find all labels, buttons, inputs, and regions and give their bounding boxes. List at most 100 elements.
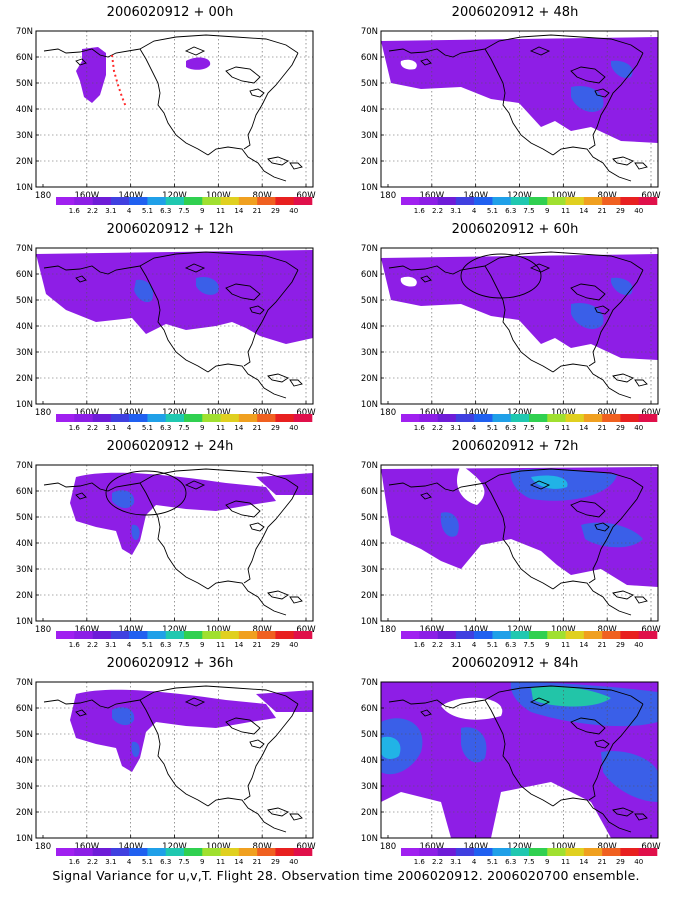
colorbar-label: 21 — [598, 641, 607, 649]
lon-label: 80W — [253, 191, 273, 201]
coastline — [484, 468, 644, 488]
panel-title: 2006020912 + 48h — [451, 5, 579, 20]
colorbar-label: 1.6 — [414, 858, 426, 866]
colorbar-swatch — [529, 197, 548, 205]
map-panel: 2006020912 + 12h 10N 20N 30N 40N 50N 60N 70N 180… — [0, 219, 340, 435]
variance-region — [131, 741, 140, 758]
lon-label: 180 — [380, 625, 396, 635]
colorbar-swatch — [147, 848, 167, 856]
coastline — [43, 699, 141, 709]
lat-label: 20N — [361, 374, 378, 384]
colorbar-swatch — [547, 414, 566, 422]
lon-label: 80W — [253, 625, 273, 635]
coastline — [529, 697, 551, 707]
colorbar-label: 21 — [253, 858, 262, 866]
coastline — [267, 156, 289, 166]
coastline — [249, 522, 265, 532]
colorbar-label: 9 — [545, 641, 549, 649]
colorbar-label: 4 — [472, 207, 477, 215]
lon-label: 160W — [75, 408, 100, 418]
lon-label: 160W — [75, 625, 100, 635]
colorbar-label: 29 — [616, 858, 625, 866]
lat-label: 70N — [16, 678, 33, 688]
lon-label: 100W — [206, 408, 231, 418]
lon-label: 100W — [551, 191, 576, 201]
map-panel: 2006020912 + 48h 10N 20N 30N 40N 50N 60N 70N 180… — [345, 2, 685, 218]
lat-label: 20N — [16, 591, 33, 601]
coastline — [588, 486, 644, 584]
lon-label: 120W — [162, 408, 187, 418]
coastline — [43, 48, 141, 58]
colorbar-label: 29 — [271, 424, 280, 432]
lon-label: 120W — [162, 191, 187, 201]
colorbar-label: 1.6 — [414, 641, 426, 649]
colorbar-label: 5.1 — [142, 207, 153, 215]
colorbar-swatch — [220, 848, 240, 856]
colorbar-label: 40 — [634, 641, 643, 649]
colorbar-swatch — [602, 197, 621, 205]
colorbar-swatch — [56, 414, 75, 422]
panel-title: 2006020912 + 60h — [451, 222, 579, 237]
colorbar-swatch — [56, 631, 75, 639]
map-panel: 2006020912 + 84h 10N 20N 30N 40N 50N 60N 70N 180… — [345, 653, 685, 869]
colorbar-label: 4 — [127, 858, 132, 866]
colorbar-label: 6.3 — [160, 207, 171, 215]
coastline — [484, 34, 644, 54]
coastline — [207, 580, 287, 616]
coastline — [484, 685, 644, 705]
colorbar-swatch — [92, 631, 112, 639]
colorbar-swatch — [547, 197, 566, 205]
colorbar-label: 14 — [234, 207, 243, 215]
colorbar-swatch — [565, 631, 585, 639]
map-panel: 2006020912 + 00h 10N 20N 30N 40N 50N 60N 70N 180… — [0, 2, 340, 218]
lon-label: 80W — [598, 191, 618, 201]
coastline — [634, 813, 648, 821]
colorbar-swatch — [620, 848, 640, 856]
colorbar-swatch — [202, 414, 221, 422]
lon-label: 120W — [507, 408, 532, 418]
panel-title: 2006020912 + 36h — [106, 656, 234, 671]
colorbar-label: 7.5 — [523, 207, 534, 215]
lat-label: 20N — [361, 157, 378, 167]
colorbar-label: 11 — [561, 641, 570, 649]
colorbar-label: 21 — [253, 424, 262, 432]
colorbar-label: 29 — [616, 424, 625, 432]
coastline — [634, 596, 648, 604]
lat-label: 50N — [361, 730, 378, 740]
colorbar-label: 6.3 — [160, 858, 171, 866]
lat-label: 40N — [361, 539, 378, 549]
coastline — [529, 46, 551, 56]
colorbar-swatch — [110, 631, 130, 639]
coastline — [594, 88, 610, 98]
variance-region — [381, 37, 658, 143]
colorbar-swatch — [510, 414, 530, 422]
colorbar-swatch — [165, 197, 185, 205]
colorbar-swatch — [184, 848, 203, 856]
colorbar-label: 2.2 — [87, 858, 98, 866]
coastline — [139, 34, 299, 54]
lat-label: 30N — [16, 565, 33, 575]
colorbar-label: 7.5 — [523, 424, 534, 432]
colorbar-label: 14 — [579, 424, 588, 432]
coastline — [139, 48, 209, 156]
colorbar-swatch — [510, 197, 530, 205]
colorbar-swatch — [474, 197, 493, 205]
lon-label: 100W — [551, 625, 576, 635]
colorbar-label: 5.1 — [142, 641, 153, 649]
no-signal-region — [36, 318, 136, 404]
colorbar-swatch — [74, 848, 93, 856]
coastline — [552, 797, 632, 833]
colorbar-swatch — [275, 631, 295, 639]
variance-map: 10N 20N 30N 40N 50N 60N 70N 180 160W 140W 120W 100W… — [16, 678, 316, 866]
lon-label: 140W — [118, 625, 143, 635]
coastline — [139, 699, 209, 807]
colorbar-swatch — [638, 414, 658, 422]
variance-region — [256, 473, 313, 495]
colorbar-label: 4 — [472, 858, 477, 866]
lat-label: 70N — [16, 244, 33, 254]
colorbar-swatch — [165, 631, 185, 639]
lon-label: 160W — [420, 191, 445, 201]
lat-label: 10N — [16, 183, 33, 193]
lat-label: 10N — [16, 834, 33, 844]
coastline — [43, 482, 141, 492]
